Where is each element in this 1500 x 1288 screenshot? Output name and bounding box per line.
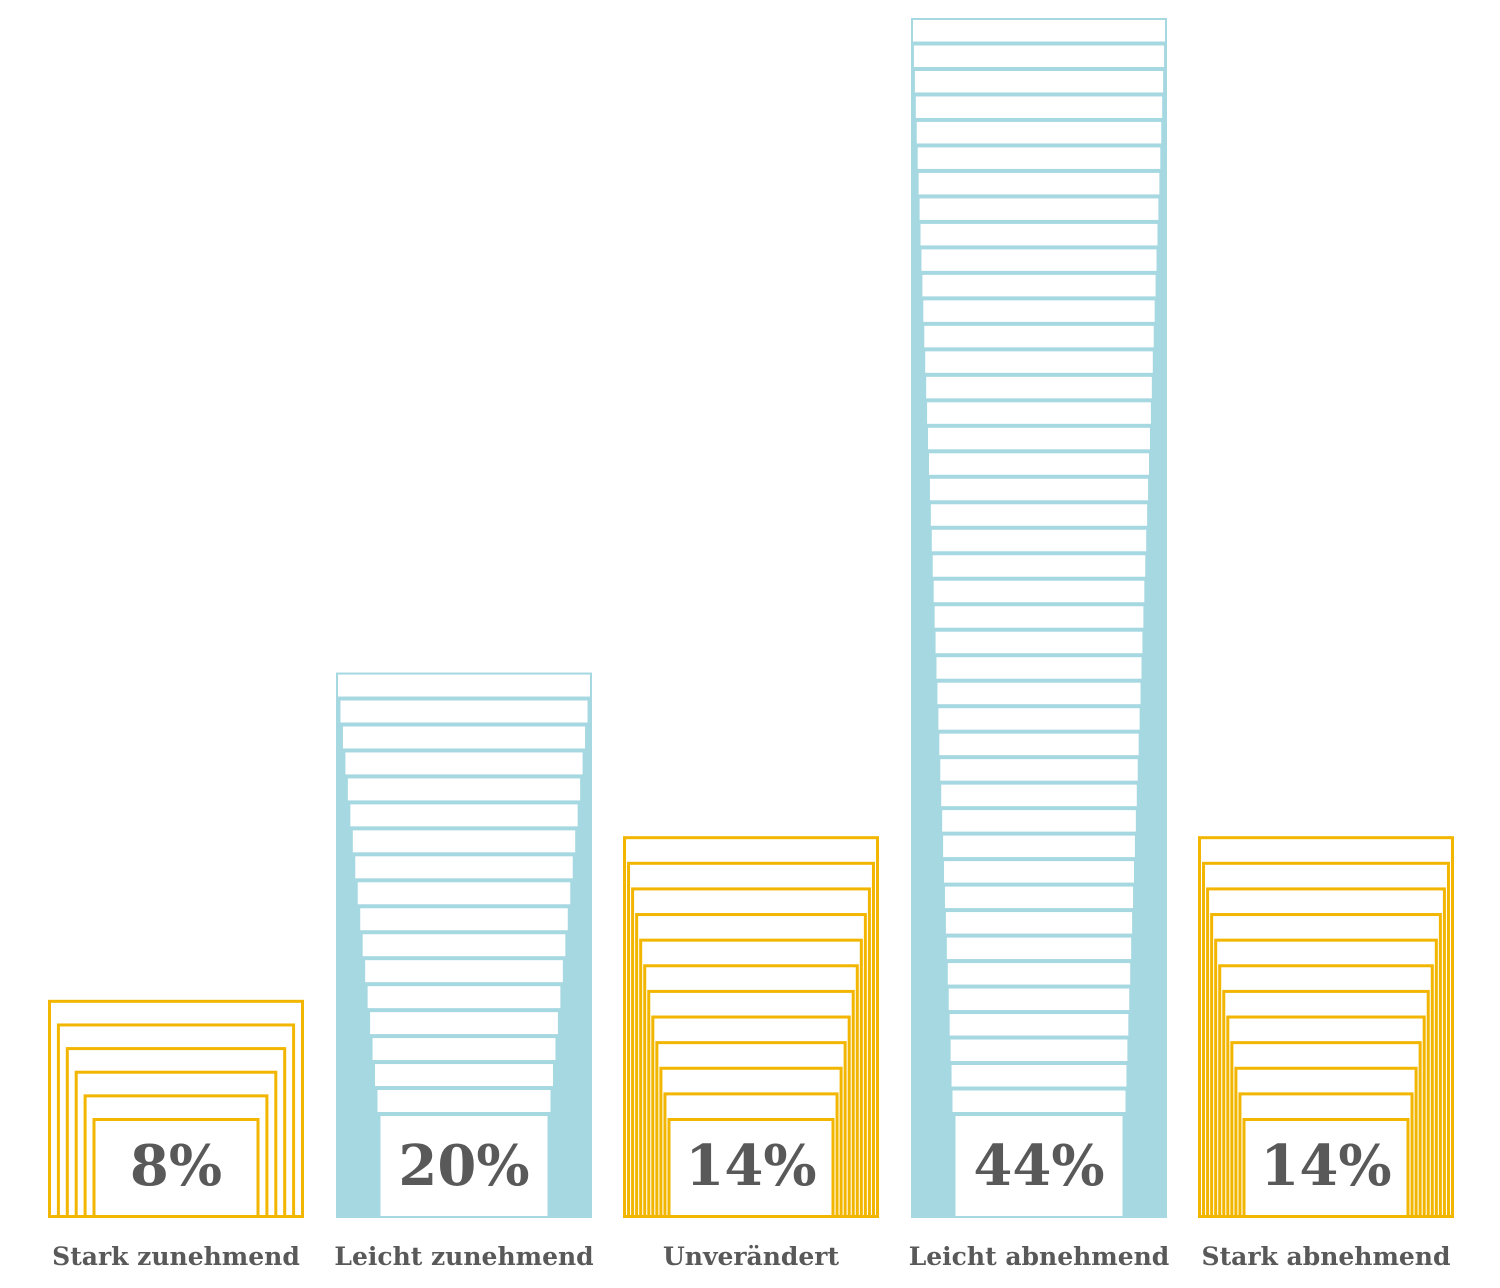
bar-stripe (930, 504, 1148, 526)
bar-stripe (347, 778, 581, 801)
bar-stripe (948, 988, 1130, 1011)
value-label-stark-zunehmend: 8% (130, 1133, 222, 1199)
bar-stripe (913, 45, 1165, 67)
bar-stark-abnehmend (1198, 836, 1454, 1219)
bar-stripe (355, 856, 573, 879)
bar-stripe (924, 325, 1154, 348)
bar-stripe (933, 580, 1145, 603)
bars-layer (48, 18, 1454, 1219)
bar-stripe (918, 172, 1160, 195)
bar-stripe (913, 20, 1165, 42)
bar-stripe (951, 1065, 1127, 1087)
value-labels: 8% 20% 14% 44% 14% (130, 1133, 1392, 1199)
bar-stripe (917, 147, 1161, 169)
bar-stripe (928, 427, 1150, 450)
bar-stripe (931, 529, 1147, 552)
bar-stripe (920, 223, 1158, 246)
bar-stripe (928, 453, 1150, 475)
bar-label-box-unveraendert (667, 1118, 835, 1218)
bar-stripe (932, 555, 1146, 577)
bar-stripe (944, 886, 1134, 909)
bar-stripe (935, 631, 1143, 654)
bar-stripe (915, 96, 1163, 118)
bar-stripe (362, 934, 566, 957)
bar-stark-zunehmend (48, 999, 304, 1219)
bar-stripe (342, 726, 586, 749)
bar-stripe (370, 1012, 558, 1035)
bar-stripe (945, 912, 1133, 934)
bar-stripe (949, 1014, 1129, 1036)
bar-stripe (914, 70, 1164, 93)
category-labels: Stark zunehmend Leicht zunehmend Unverän… (52, 1242, 1450, 1271)
bar-stripe (937, 682, 1141, 705)
bar-stripe (367, 986, 561, 1009)
value-label-unveraendert: 14% (685, 1133, 816, 1199)
bar-label-box-leicht-zunehmend (380, 1116, 548, 1216)
bar-stripe (943, 835, 1135, 858)
bar-stripe (377, 1090, 551, 1112)
bar-stripe (360, 908, 568, 931)
bar-stripe (942, 810, 1136, 832)
bar-stripe (375, 1064, 553, 1087)
bar-unveraendert (623, 836, 879, 1219)
bar-stripe (350, 804, 578, 827)
bar-stripe (938, 708, 1140, 730)
bar-label-box-stark-abnehmend (1242, 1118, 1410, 1218)
bar-stripe (919, 198, 1159, 220)
bar-stripe (372, 1038, 556, 1061)
category-label-leicht-abnehmend: Leicht abnehmend (909, 1242, 1170, 1271)
category-label-unveraendert: Unverändert (663, 1242, 840, 1271)
value-label-stark-abnehmend: 14% (1260, 1133, 1391, 1199)
bar-stripe (921, 249, 1157, 271)
bar-label-box-leicht-abnehmend (955, 1116, 1123, 1216)
category-label-stark-zunehmend: Stark zunehmend (52, 1242, 300, 1271)
value-label-leicht-abnehmend: 44% (973, 1133, 1104, 1199)
bar-stripe (357, 882, 571, 905)
bar-stripe (944, 861, 1134, 883)
bar-stripe (340, 700, 588, 723)
bar-stripe (927, 402, 1151, 424)
bar-label-box-stark-zunehmend (92, 1118, 260, 1218)
bar-stripe (936, 657, 1142, 679)
bar-stripe (926, 376, 1152, 399)
bar-stripe (338, 674, 590, 697)
bar-stripe (952, 1090, 1126, 1112)
bar-stripe (923, 300, 1155, 322)
bar-stripe (925, 351, 1153, 373)
bar-stripe (934, 606, 1144, 628)
bar-stripe (939, 733, 1139, 756)
bar-stripe (940, 759, 1138, 781)
bar-stripe (922, 274, 1156, 297)
bar-stripe (947, 963, 1131, 985)
bar-stripe (929, 478, 1149, 501)
bar-stripe (950, 1039, 1128, 1062)
bar-stripe (352, 830, 576, 853)
bar-stripe (365, 960, 563, 983)
category-label-stark-abnehmend: Stark abnehmend (1202, 1242, 1451, 1271)
bar-stripe (345, 752, 583, 775)
bar-leicht-abnehmend (911, 18, 1167, 1218)
value-label-leicht-zunehmend: 20% (398, 1133, 529, 1199)
bar-stripe (946, 937, 1132, 960)
category-label-leicht-zunehmend: Leicht zunehmend (334, 1242, 593, 1271)
bar-stripe (941, 784, 1137, 807)
bar-stripe (916, 121, 1162, 144)
bar-leicht-zunehmend (336, 672, 592, 1218)
